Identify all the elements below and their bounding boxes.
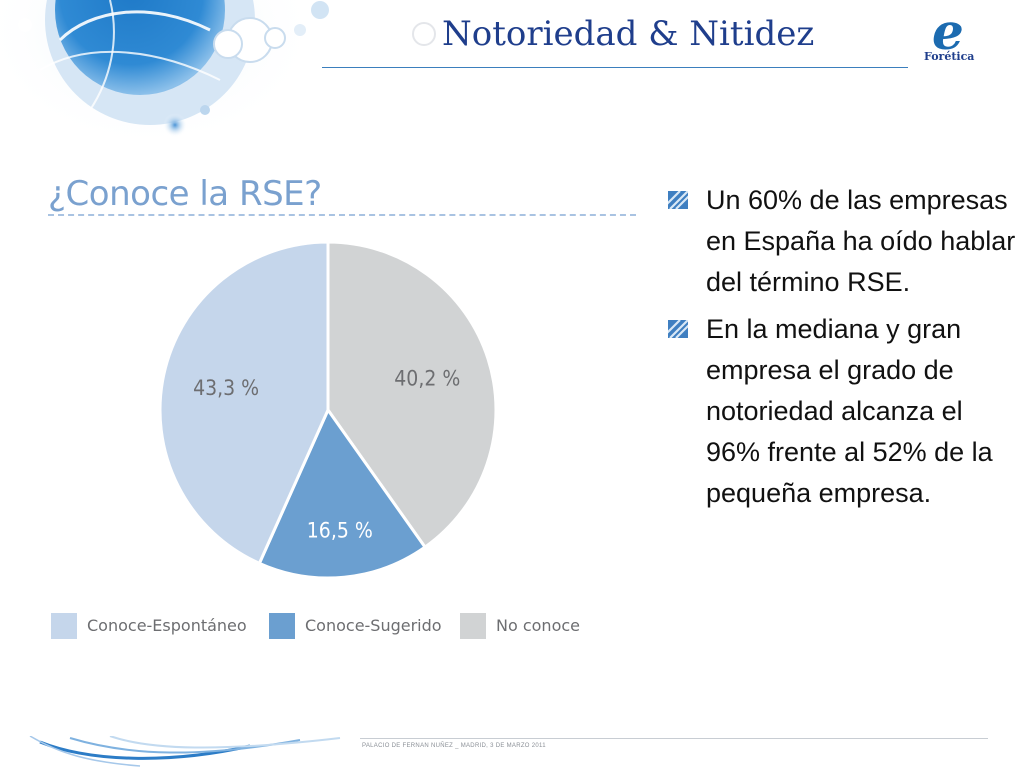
logo-mark: e (932, 2, 964, 61)
pie-slices (158, 240, 498, 580)
decorative-swirls-bottom (29, 736, 341, 767)
pie-slice-label: 40,2 % (394, 366, 460, 390)
striped-square-bullet-icon (668, 191, 688, 209)
title-rule (322, 67, 908, 68)
pie-slice-conoce-espont-neo (158, 240, 330, 565)
pie-slice-label: 43,3 % (193, 376, 259, 400)
legend-swatch (269, 613, 295, 639)
title-ring-decoration (412, 22, 436, 46)
bullet-text: En la mediana y gran empresa el grado de… (706, 314, 993, 508)
pie-chart: 40,2 % 16,5 % 43,3 % (158, 240, 498, 580)
pie-slice-conoce-sugerido (257, 408, 427, 580)
bullet-item: En la mediana y gran empresa el grado de… (666, 309, 1016, 514)
pie-slice-label: 16,5 % (307, 518, 373, 542)
foretica-logo: e Forética (918, 2, 990, 72)
chart-title: ¿Conoce la RSE? (48, 174, 322, 214)
chart-title-underline (48, 214, 636, 216)
footer-text: PALACIO DE FERNAN NUÑEZ _ MADRID, 3 DE M… (362, 743, 546, 749)
logo-text: Forética (924, 50, 975, 63)
footer-rule (360, 738, 988, 739)
pie-slice-no-conoce (326, 240, 498, 549)
legend-label: Conoce-Sugerido (305, 616, 442, 635)
legend-swatch (51, 613, 77, 639)
bullet-text: Un 60% de las empresas en España ha oído… (706, 185, 1016, 297)
legend-label: Conoce-Espontáneo (87, 616, 247, 635)
legend-swatch (460, 613, 486, 639)
legend-label: No conoce (496, 616, 580, 635)
bullet-item: Un 60% de las empresas en España ha oído… (666, 180, 1016, 303)
slide-title: Notoriedad & Nitidez (442, 14, 815, 54)
bullet-list: Un 60% de las empresas en España ha oído… (666, 180, 1016, 520)
striped-square-bullet-icon (668, 320, 688, 338)
pie-labels: 40,2 % 16,5 % 43,3 % (193, 366, 460, 542)
decorative-bubbles-top (0, 0, 329, 150)
